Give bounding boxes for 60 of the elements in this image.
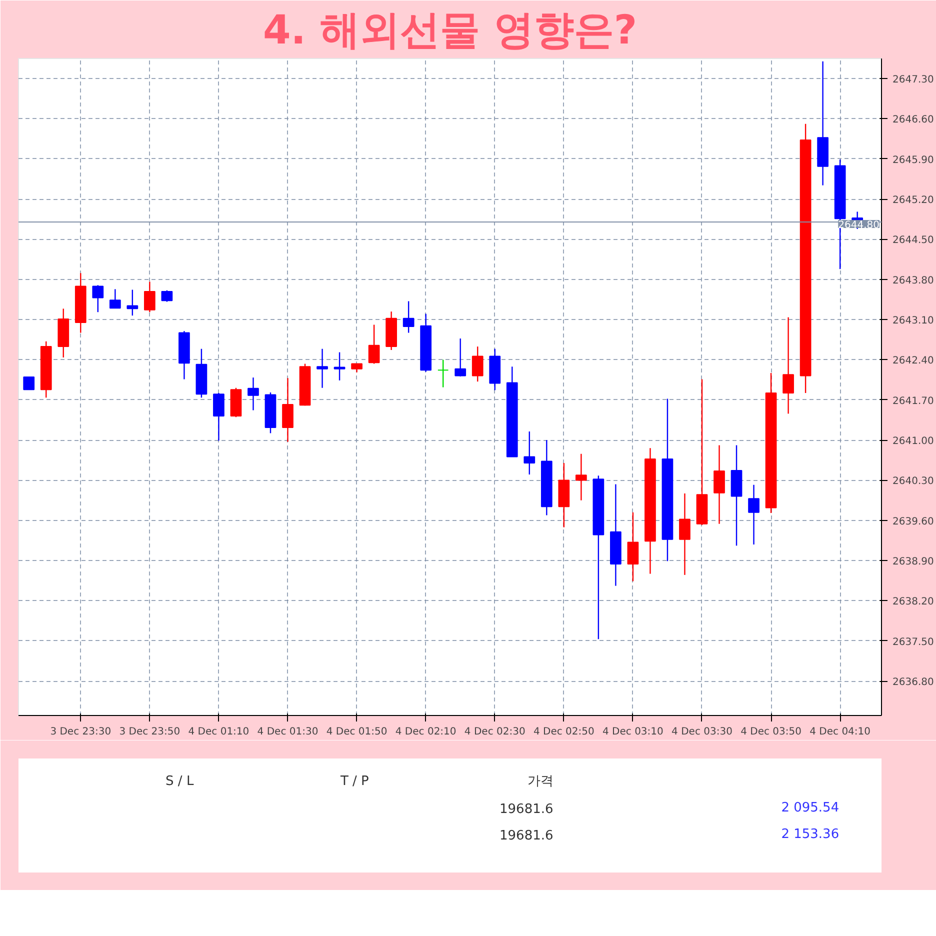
x-tick-label: 4 Dec 04:10 (810, 726, 871, 738)
candlestick (161, 290, 173, 302)
candlestick (714, 444, 725, 524)
x-tick-label: 4 Dec 01:10 (188, 726, 250, 738)
candlestick (627, 512, 639, 582)
candlestick (213, 392, 224, 442)
candlestick (437, 359, 449, 388)
text: 19681.6 (500, 828, 554, 844)
y-tick-label: 2641.00 (892, 436, 934, 448)
text: T / P (339, 774, 370, 789)
y-tick-label: 2643.80 (892, 275, 934, 286)
x-tick-label: 4 Dec 03:10 (602, 726, 664, 738)
candlestick (524, 430, 536, 476)
candlestick (402, 300, 414, 334)
candlestick (368, 324, 380, 364)
candlestick (248, 376, 259, 411)
x-tick-label: 3 Dec 23:50 (119, 726, 180, 738)
candlestick (92, 284, 104, 313)
text: 2 095.54 (781, 800, 840, 816)
y-tick-label: 2642.40 (892, 356, 934, 367)
candlestick (454, 338, 466, 377)
y-tick-label: 2645.90 (892, 154, 934, 166)
x-tick-label: 4 Dec 03:50 (740, 726, 802, 738)
x-tick-label: 4 Dec 02:10 (395, 726, 456, 738)
candlestick (23, 376, 35, 390)
x-tick-label: 4 Dec 03:30 (672, 726, 732, 738)
candlestick (282, 378, 294, 442)
text: 2 153.36 (781, 827, 840, 842)
y-tick-label: 2638.20 (892, 596, 934, 608)
candlestick (782, 316, 794, 414)
y-tick-label: 2647.30 (892, 74, 934, 86)
y-tick-label: 2641.70 (892, 396, 934, 407)
x-tick-label: 4 Dec 01:50 (326, 726, 388, 738)
text: 19681.6 (500, 802, 554, 817)
candlestick (748, 484, 760, 546)
candlestick (472, 346, 484, 382)
y-tick-label: 2646.60 (892, 114, 934, 126)
ref-line-label: 2644.80 (838, 220, 880, 232)
y-tick-label: 2636.80 (892, 677, 934, 688)
text: S / L (166, 774, 194, 789)
x-tick-label: 3 Dec 23:30 (50, 726, 112, 738)
y-tick-label: 2645.20 (892, 195, 934, 206)
x-tick-label: 4 Dec 02:30 (464, 726, 526, 738)
y-tick-label: 2640.30 (892, 476, 934, 488)
y-tick-label: 2644.50 (892, 235, 934, 246)
candlestick (334, 352, 346, 381)
y-tick-label: 2638.90 (892, 556, 934, 568)
candlestick (679, 492, 690, 576)
candlestick (109, 288, 121, 309)
candlestick (126, 289, 138, 316)
x-tick-label: 4 Dec 02:50 (533, 726, 594, 738)
y-tick-label: 2637.50 (892, 636, 934, 648)
text: 가격 (527, 774, 554, 789)
candlestick (144, 281, 156, 313)
y-tick-label: 2639.60 (892, 516, 934, 528)
x-tick-label: 4 Dec 01:30 (257, 726, 318, 738)
y-tick-label: 2643.10 (892, 316, 934, 327)
chart-title: 4. 해외선물 영향은? (262, 8, 638, 54)
candlestick (316, 348, 328, 388)
candlestick (576, 453, 587, 501)
